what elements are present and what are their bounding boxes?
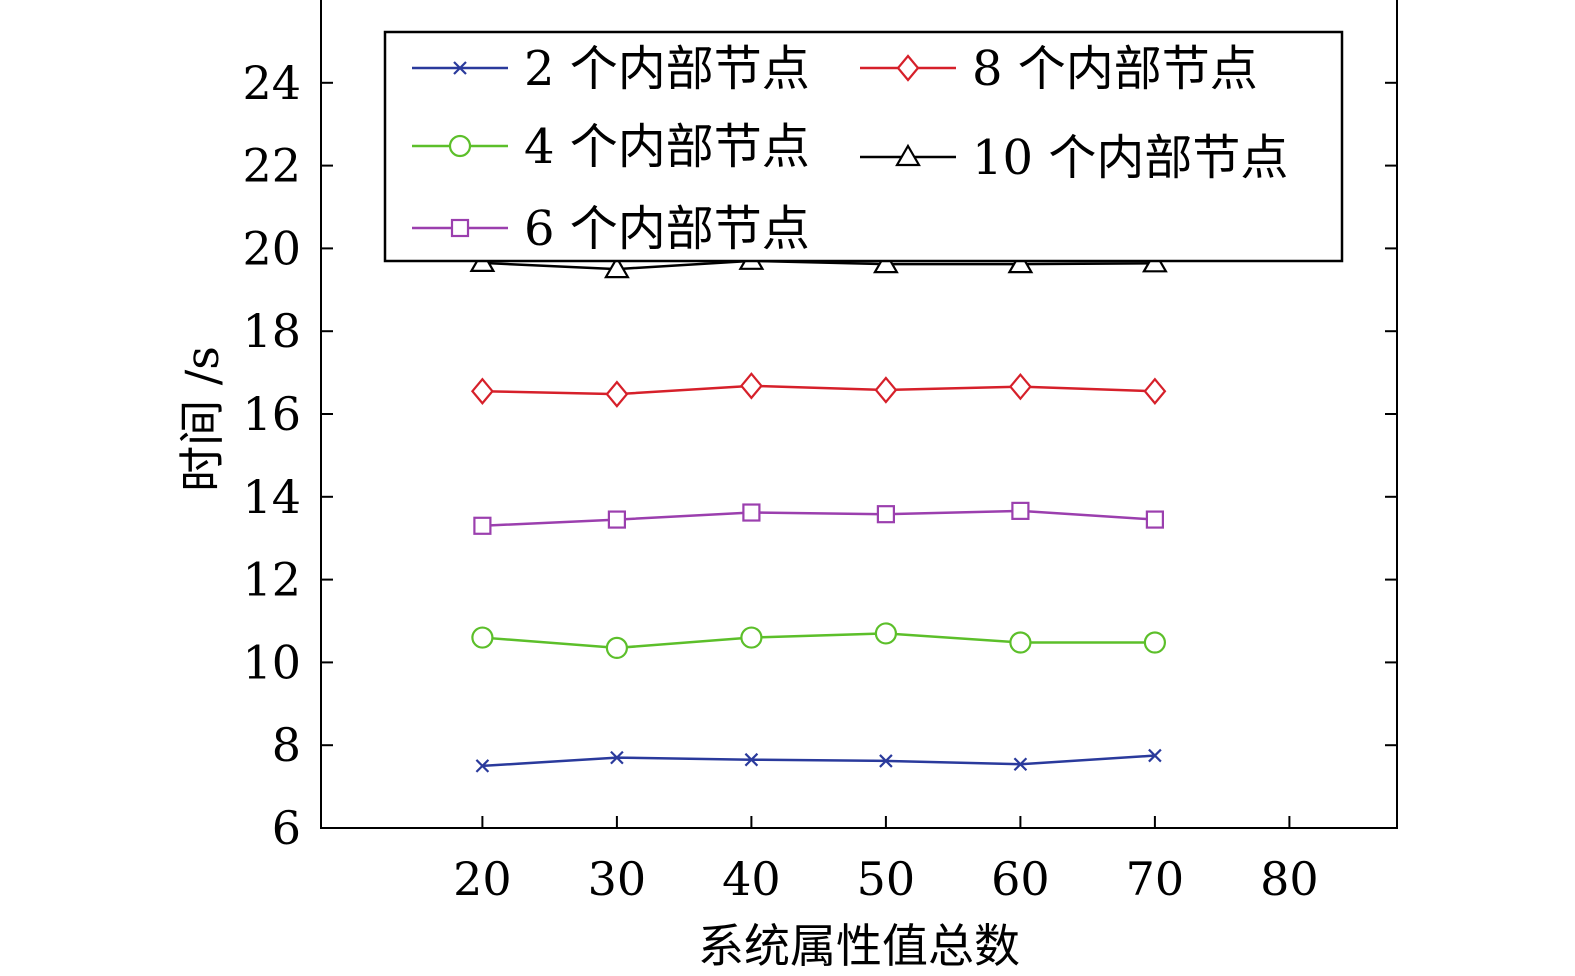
- data-point: [739, 372, 763, 400]
- y-tick-label: 20: [242, 221, 301, 275]
- y-tick-label: 22: [242, 139, 301, 193]
- series-5: [469, 247, 1168, 279]
- legend-item: 6 个内部节点: [412, 201, 810, 257]
- x-axis-title: 系统属性值总数: [698, 919, 1020, 973]
- data-point: [1148, 748, 1162, 763]
- data-point: [1008, 372, 1032, 401]
- data-point: [470, 377, 494, 405]
- legend-label: 10 个内部节点: [972, 130, 1288, 186]
- legend-box: [383, 30, 1344, 263]
- series-line: [482, 259, 1155, 271]
- data-point: [471, 626, 494, 649]
- legend-item: 2 个内部节点: [412, 41, 810, 97]
- series-line: [482, 754, 1155, 768]
- data-point: [473, 516, 492, 535]
- x-tick-label: 50: [857, 852, 916, 906]
- y-axis-title: 时间 /s: [175, 346, 229, 492]
- data-point: [605, 636, 629, 660]
- legend-label: 8 个内部节点: [972, 41, 1258, 97]
- data-point: [1013, 757, 1028, 772]
- series-line: [482, 384, 1155, 396]
- data-point: [1143, 631, 1167, 654]
- series-2: [471, 622, 1167, 660]
- plot-frame: [320, 0, 1398, 829]
- data-point: [607, 510, 627, 529]
- series-1: [475, 748, 1162, 773]
- x-tick-label: 40: [722, 852, 781, 906]
- series-group: [469, 247, 1168, 773]
- data-point: [605, 380, 629, 408]
- data-point: [1011, 501, 1030, 520]
- data-point: [874, 622, 898, 645]
- data-point: [1009, 631, 1032, 654]
- axis-ticks: 6 8 10 12 14 16 18 20 22 24 20 30 40 50 60 70 80: [242, 56, 1397, 906]
- data-point: [1143, 377, 1167, 405]
- data-point: [744, 752, 759, 767]
- data-point: [610, 750, 624, 765]
- legend-item: 8 个内部节点: [860, 41, 1258, 97]
- legend-item: 4 个内部节点: [412, 119, 810, 175]
- data-point: [876, 505, 896, 524]
- legend-label: 4 个内部节点: [524, 119, 810, 175]
- series-4: [470, 372, 1167, 408]
- y-tick-label: 16: [242, 387, 301, 441]
- legend-label: 2 个内部节点: [524, 41, 810, 97]
- data-point: [874, 376, 898, 404]
- data-point: [1007, 250, 1034, 274]
- legend-marker: [450, 218, 470, 238]
- data-point: [603, 255, 630, 279]
- x-tick-label: 60: [991, 852, 1050, 906]
- series-line: [482, 509, 1155, 528]
- y-tick-label: 8: [272, 718, 301, 772]
- y-tick-label: 6: [272, 801, 301, 855]
- data-point: [1145, 510, 1165, 529]
- y-tick-label: 12: [242, 553, 301, 607]
- series-3: [473, 501, 1165, 535]
- y-tick-label: 14: [242, 470, 301, 524]
- legend-marker: [453, 61, 467, 75]
- data-point: [879, 754, 893, 768]
- x-tick-label: 30: [588, 852, 647, 906]
- y-tick-label: 10: [242, 635, 301, 689]
- y-tick-label: 18: [242, 304, 301, 358]
- y-tick-label: 24: [242, 56, 301, 110]
- data-point: [475, 759, 490, 773]
- x-tick-label: 70: [1126, 852, 1185, 906]
- x-tick-label: 80: [1260, 852, 1319, 906]
- data-point: [742, 503, 761, 522]
- x-tick-label: 20: [453, 852, 512, 906]
- legend-item: 10 个内部节点: [860, 130, 1288, 186]
- legend-label: 6 个内部节点: [524, 201, 810, 257]
- series-line: [482, 632, 1155, 650]
- legend-marker: [448, 134, 472, 158]
- legend: 2 个内部节点 4 个内部节点 6 个内部节点 8 个内部节点 10 个内部节点: [383, 30, 1344, 263]
- legend-marker: [895, 143, 921, 167]
- data-point: [740, 626, 763, 649]
- data-point: [872, 250, 899, 274]
- legend-marker: [896, 54, 920, 82]
